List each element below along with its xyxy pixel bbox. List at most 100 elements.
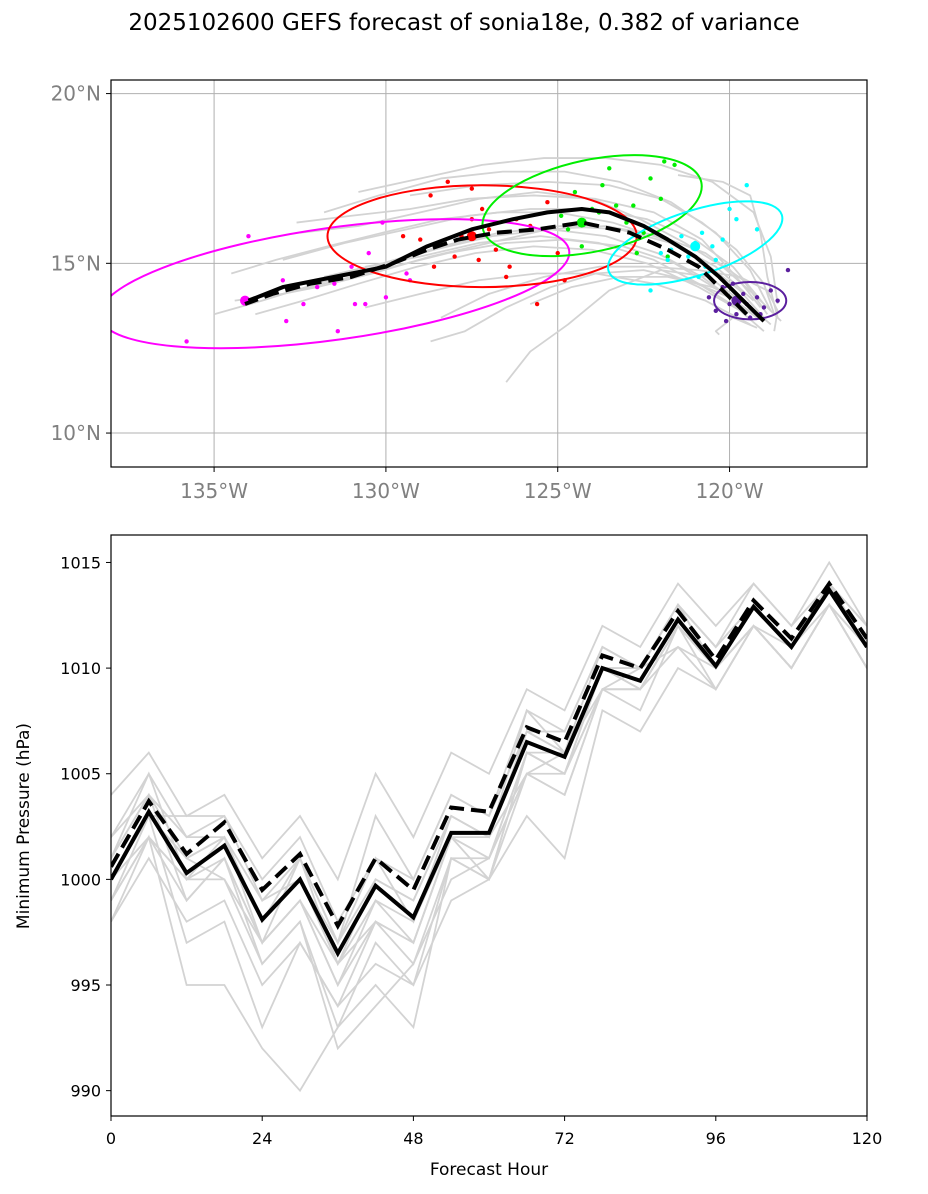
pressure-ytick-label: 1015 (60, 553, 101, 572)
member-track-line (323, 170, 772, 312)
member-position-dot (613, 203, 619, 208)
pressure-mean-lines (111, 580, 867, 958)
member-position-dot (486, 227, 492, 232)
member-position-dot (503, 274, 509, 280)
member-position-dot (734, 312, 739, 317)
member-position-dot (744, 183, 749, 188)
member-position-dot (507, 264, 512, 269)
map-xtick-label: 120°W (696, 479, 764, 503)
pressure-xtick-label: 48 (403, 1129, 423, 1148)
member-position-dot (607, 166, 612, 171)
ensemble-member-tracks (213, 157, 782, 383)
member-position-dot (184, 339, 189, 344)
mean-track-dashed (244, 220, 749, 316)
member-position-dot (658, 196, 664, 202)
member-position-dot (634, 250, 639, 256)
member-position-dot (383, 295, 389, 300)
member-position-dot (558, 213, 564, 218)
map-xtick-label: 125°W (524, 479, 592, 503)
member-position-dot (469, 186, 475, 191)
member-position-dot (445, 179, 450, 185)
pressure-member-line (111, 602, 867, 966)
member-position-dot (754, 227, 760, 232)
member-position-dot (713, 308, 718, 314)
pressure-ytick-label: 1000 (60, 870, 101, 889)
pressure-xtick-label: 0 (106, 1129, 116, 1148)
member-position-dot (648, 288, 653, 293)
member-position-dot (335, 329, 340, 334)
member-position-dot (428, 193, 433, 198)
member-position-dot (418, 237, 423, 242)
pressure-member-line (111, 602, 867, 1009)
member-position-dot (555, 250, 560, 256)
pressure-ytick-label: 995 (70, 976, 101, 995)
member-position-dot (366, 250, 371, 256)
member-position-dot (658, 250, 664, 256)
member-position-dot (284, 318, 289, 324)
map-ytick-label: 10°N (51, 421, 101, 445)
pressure-member-lines (111, 560, 867, 1093)
y-axis-label: Minimum Pressure (hPa) (14, 723, 34, 929)
member-position-dot (665, 257, 670, 263)
member-position-dot (699, 230, 705, 235)
member-position-dot (572, 189, 578, 195)
x-axis-label: Forecast Hour (430, 1160, 548, 1180)
member-track-line (296, 194, 762, 309)
member-track-line (234, 238, 758, 319)
pressure-xtick-label: 72 (554, 1129, 574, 1148)
member-position-dot (672, 162, 677, 168)
member-position-dot (404, 271, 409, 276)
pressure-member-line (111, 602, 867, 1051)
map-ytick-label: 20°N (51, 82, 101, 106)
member-position-dot (662, 159, 667, 164)
member-position-dot (479, 206, 485, 212)
member-position-dot (679, 233, 684, 239)
pressure-mean-dashed-line (111, 580, 867, 931)
member-position-dot (280, 278, 286, 283)
ellipse-mean-marker (466, 231, 477, 242)
member-position-dot (706, 295, 712, 300)
pressure-member-line (111, 581, 867, 946)
member-position-dot (665, 254, 670, 259)
member-position-dot (768, 288, 773, 293)
mean-track-solid (247, 207, 766, 323)
member-position-dot (579, 244, 584, 249)
member-position-dot (352, 301, 358, 307)
uncertainty-ellipse (481, 154, 703, 258)
member-track-line (282, 208, 765, 305)
member-track-line (714, 316, 758, 336)
member-position-dot (565, 227, 571, 232)
member-position-dot (686, 254, 691, 259)
member-position-dot (400, 233, 406, 239)
member-position-dot (631, 203, 636, 208)
member-position-dot (301, 301, 306, 307)
map-xtick-label: 130°W (352, 479, 420, 503)
pressure-ytick-label: 1010 (60, 659, 101, 678)
member-position-dot (727, 206, 732, 212)
member-position-dot (431, 264, 437, 269)
member-position-dot (534, 301, 540, 307)
member-position-dot (741, 291, 746, 297)
member-position-dot (600, 183, 605, 188)
pressure-xtick-label: 24 (252, 1129, 272, 1148)
pressure-chart: 0 24 48 72 96 120 990 995 1000 1005 1010 1015 Forec… (14, 534, 882, 1180)
member-track-line (358, 157, 779, 305)
member-position-dot (332, 281, 337, 286)
member-position-dot (761, 305, 767, 310)
pressure-frame (110, 534, 868, 1117)
member-position-dot (493, 247, 499, 252)
map-xtick-label: 135°W (180, 479, 248, 503)
pressure-mean-solid-line (111, 586, 867, 958)
pressure-ytick-label: 1005 (60, 765, 101, 784)
map-ytick-label: 15°N (51, 251, 101, 275)
member-position-dot (314, 284, 320, 290)
member-position-dot (785, 267, 791, 273)
uncertainty-ellipse (111, 218, 571, 350)
uncertainty-ellipse (713, 280, 788, 321)
member-position-dot (648, 176, 653, 181)
member-position-dot (723, 318, 729, 324)
pressure-member-line (111, 581, 867, 1030)
member-position-dot (452, 254, 457, 259)
member-position-dot (349, 264, 354, 269)
track-map-chart: 135°W 130°W 125°W 120°W 10°N 15°N 20°N (51, 79, 868, 503)
